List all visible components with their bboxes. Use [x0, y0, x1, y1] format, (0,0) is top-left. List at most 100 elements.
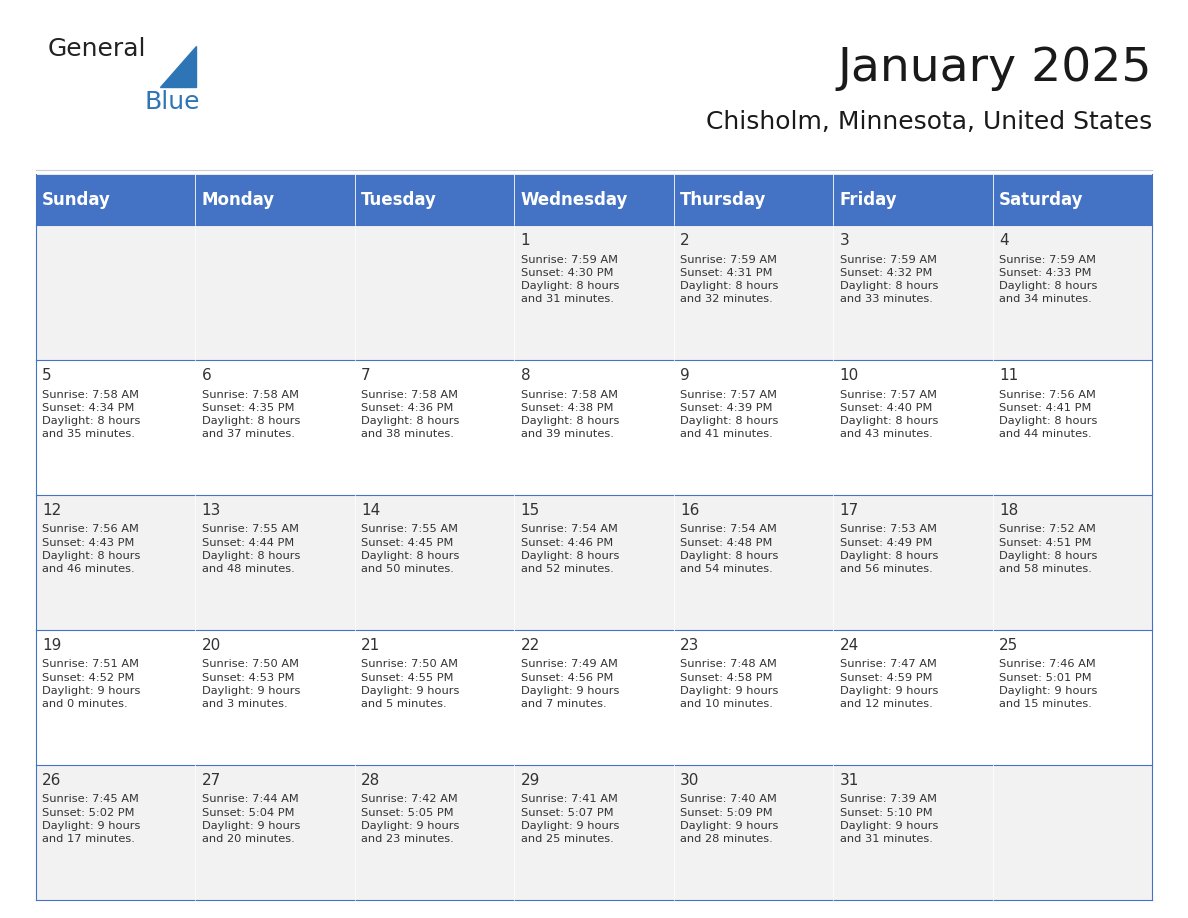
Text: Wednesday: Wednesday: [520, 191, 628, 208]
Bar: [355, 495, 514, 630]
Bar: [195, 174, 355, 225]
Bar: [36, 225, 195, 360]
Text: Sunrise: 7:52 AM
Sunset: 4:51 PM
Daylight: 8 hours
and 58 minutes.: Sunrise: 7:52 AM Sunset: 4:51 PM Dayligh…: [999, 524, 1098, 574]
Text: 3: 3: [840, 233, 849, 248]
Bar: [355, 360, 514, 495]
Polygon shape: [160, 46, 196, 87]
Bar: [674, 495, 833, 630]
Text: Sunrise: 7:54 AM
Sunset: 4:46 PM
Daylight: 8 hours
and 52 minutes.: Sunrise: 7:54 AM Sunset: 4:46 PM Dayligh…: [520, 524, 619, 574]
Text: 26: 26: [42, 773, 62, 788]
Text: 13: 13: [202, 503, 221, 518]
Bar: [514, 174, 674, 225]
Text: 17: 17: [840, 503, 859, 518]
Text: Sunrise: 7:59 AM
Sunset: 4:31 PM
Daylight: 8 hours
and 32 minutes.: Sunrise: 7:59 AM Sunset: 4:31 PM Dayligh…: [681, 254, 778, 304]
Text: 8: 8: [520, 368, 530, 383]
Text: Sunrise: 7:56 AM
Sunset: 4:43 PM
Daylight: 8 hours
and 46 minutes.: Sunrise: 7:56 AM Sunset: 4:43 PM Dayligh…: [42, 524, 140, 574]
Text: Sunrise: 7:58 AM
Sunset: 4:34 PM
Daylight: 8 hours
and 35 minutes.: Sunrise: 7:58 AM Sunset: 4:34 PM Dayligh…: [42, 389, 140, 439]
Bar: [674, 630, 833, 765]
Bar: [833, 174, 993, 225]
Text: Sunrise: 7:58 AM
Sunset: 4:35 PM
Daylight: 8 hours
and 37 minutes.: Sunrise: 7:58 AM Sunset: 4:35 PM Dayligh…: [202, 389, 299, 439]
Text: 5: 5: [42, 368, 51, 383]
Bar: [514, 765, 674, 900]
Text: 9: 9: [681, 368, 690, 383]
Bar: [993, 630, 1152, 765]
Bar: [674, 765, 833, 900]
Text: 12: 12: [42, 503, 62, 518]
Text: 19: 19: [42, 638, 62, 653]
Bar: [993, 360, 1152, 495]
Bar: [36, 495, 195, 630]
Text: General: General: [48, 37, 146, 61]
Text: Friday: Friday: [840, 191, 897, 208]
Text: 15: 15: [520, 503, 539, 518]
Text: Sunrise: 7:53 AM
Sunset: 4:49 PM
Daylight: 8 hours
and 56 minutes.: Sunrise: 7:53 AM Sunset: 4:49 PM Dayligh…: [840, 524, 939, 574]
Text: Sunrise: 7:55 AM
Sunset: 4:45 PM
Daylight: 8 hours
and 50 minutes.: Sunrise: 7:55 AM Sunset: 4:45 PM Dayligh…: [361, 524, 460, 574]
Bar: [833, 765, 993, 900]
Text: 16: 16: [681, 503, 700, 518]
Bar: [993, 495, 1152, 630]
Bar: [355, 630, 514, 765]
Bar: [674, 360, 833, 495]
Text: Sunrise: 7:40 AM
Sunset: 5:09 PM
Daylight: 9 hours
and 28 minutes.: Sunrise: 7:40 AM Sunset: 5:09 PM Dayligh…: [681, 794, 778, 844]
Text: Thursday: Thursday: [681, 191, 766, 208]
Text: 31: 31: [840, 773, 859, 788]
Bar: [355, 225, 514, 360]
Text: Chisholm, Minnesota, United States: Chisholm, Minnesota, United States: [706, 110, 1152, 134]
Text: 7: 7: [361, 368, 371, 383]
Bar: [674, 225, 833, 360]
Text: Sunrise: 7:58 AM
Sunset: 4:38 PM
Daylight: 8 hours
and 39 minutes.: Sunrise: 7:58 AM Sunset: 4:38 PM Dayligh…: [520, 389, 619, 439]
Bar: [355, 765, 514, 900]
Text: Tuesday: Tuesday: [361, 191, 437, 208]
Bar: [514, 225, 674, 360]
Text: Sunrise: 7:48 AM
Sunset: 4:58 PM
Daylight: 9 hours
and 10 minutes.: Sunrise: 7:48 AM Sunset: 4:58 PM Dayligh…: [681, 659, 778, 709]
Text: Sunrise: 7:45 AM
Sunset: 5:02 PM
Daylight: 9 hours
and 17 minutes.: Sunrise: 7:45 AM Sunset: 5:02 PM Dayligh…: [42, 794, 140, 844]
Text: Blue: Blue: [145, 90, 201, 114]
Text: Sunrise: 7:47 AM
Sunset: 4:59 PM
Daylight: 9 hours
and 12 minutes.: Sunrise: 7:47 AM Sunset: 4:59 PM Dayligh…: [840, 659, 939, 709]
Text: 21: 21: [361, 638, 380, 653]
Text: Sunrise: 7:50 AM
Sunset: 4:53 PM
Daylight: 9 hours
and 3 minutes.: Sunrise: 7:50 AM Sunset: 4:53 PM Dayligh…: [202, 659, 299, 709]
Bar: [993, 174, 1152, 225]
Bar: [195, 765, 355, 900]
Text: Sunrise: 7:39 AM
Sunset: 5:10 PM
Daylight: 9 hours
and 31 minutes.: Sunrise: 7:39 AM Sunset: 5:10 PM Dayligh…: [840, 794, 939, 844]
Text: 10: 10: [840, 368, 859, 383]
Text: 18: 18: [999, 503, 1018, 518]
Text: 2: 2: [681, 233, 690, 248]
Bar: [36, 765, 195, 900]
Bar: [674, 174, 833, 225]
Text: 11: 11: [999, 368, 1018, 383]
Bar: [993, 225, 1152, 360]
Text: Sunrise: 7:46 AM
Sunset: 5:01 PM
Daylight: 9 hours
and 15 minutes.: Sunrise: 7:46 AM Sunset: 5:01 PM Dayligh…: [999, 659, 1098, 709]
Text: 4: 4: [999, 233, 1009, 248]
Text: Monday: Monday: [202, 191, 274, 208]
Bar: [514, 495, 674, 630]
Bar: [833, 630, 993, 765]
Text: Sunrise: 7:55 AM
Sunset: 4:44 PM
Daylight: 8 hours
and 48 minutes.: Sunrise: 7:55 AM Sunset: 4:44 PM Dayligh…: [202, 524, 299, 574]
Text: Sunrise: 7:41 AM
Sunset: 5:07 PM
Daylight: 9 hours
and 25 minutes.: Sunrise: 7:41 AM Sunset: 5:07 PM Dayligh…: [520, 794, 619, 844]
Text: Sunrise: 7:57 AM
Sunset: 4:39 PM
Daylight: 8 hours
and 41 minutes.: Sunrise: 7:57 AM Sunset: 4:39 PM Dayligh…: [681, 389, 778, 439]
Text: Sunrise: 7:59 AM
Sunset: 4:30 PM
Daylight: 8 hours
and 31 minutes.: Sunrise: 7:59 AM Sunset: 4:30 PM Dayligh…: [520, 254, 619, 304]
Text: Sunrise: 7:56 AM
Sunset: 4:41 PM
Daylight: 8 hours
and 44 minutes.: Sunrise: 7:56 AM Sunset: 4:41 PM Dayligh…: [999, 389, 1098, 439]
Text: 29: 29: [520, 773, 541, 788]
Text: Saturday: Saturday: [999, 191, 1083, 208]
Text: 28: 28: [361, 773, 380, 788]
Bar: [195, 360, 355, 495]
Bar: [993, 765, 1152, 900]
Bar: [36, 360, 195, 495]
Text: Sunday: Sunday: [42, 191, 110, 208]
Bar: [195, 225, 355, 360]
Text: Sunrise: 7:59 AM
Sunset: 4:33 PM
Daylight: 8 hours
and 34 minutes.: Sunrise: 7:59 AM Sunset: 4:33 PM Dayligh…: [999, 254, 1098, 304]
Bar: [514, 360, 674, 495]
Text: January 2025: January 2025: [838, 46, 1152, 91]
Bar: [833, 495, 993, 630]
Bar: [195, 495, 355, 630]
Text: Sunrise: 7:58 AM
Sunset: 4:36 PM
Daylight: 8 hours
and 38 minutes.: Sunrise: 7:58 AM Sunset: 4:36 PM Dayligh…: [361, 389, 460, 439]
Bar: [833, 360, 993, 495]
Text: 1: 1: [520, 233, 530, 248]
Text: 27: 27: [202, 773, 221, 788]
Text: Sunrise: 7:44 AM
Sunset: 5:04 PM
Daylight: 9 hours
and 20 minutes.: Sunrise: 7:44 AM Sunset: 5:04 PM Dayligh…: [202, 794, 299, 844]
Text: Sunrise: 7:57 AM
Sunset: 4:40 PM
Daylight: 8 hours
and 43 minutes.: Sunrise: 7:57 AM Sunset: 4:40 PM Dayligh…: [840, 389, 939, 439]
Text: 6: 6: [202, 368, 211, 383]
Text: Sunrise: 7:50 AM
Sunset: 4:55 PM
Daylight: 9 hours
and 5 minutes.: Sunrise: 7:50 AM Sunset: 4:55 PM Dayligh…: [361, 659, 460, 709]
Text: 22: 22: [520, 638, 539, 653]
Bar: [36, 630, 195, 765]
